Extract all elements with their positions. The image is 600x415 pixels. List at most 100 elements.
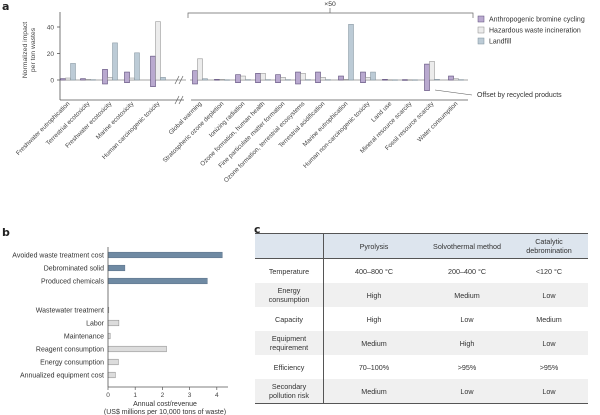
bar-bromine-cycling (402, 79, 408, 81)
bar-hazardous-incineration (260, 73, 266, 81)
table-cell: Medium (323, 379, 424, 404)
bar-cost (107, 345, 167, 353)
bar-landfill (134, 52, 140, 81)
bar-bromine-cycling (338, 75, 344, 81)
bar-landfill (202, 78, 208, 81)
table-cell: Low (424, 379, 510, 404)
row-header-cell: Equipment requirement (255, 331, 324, 355)
axis-break-mark (174, 75, 180, 85)
table-cell: High (366, 314, 382, 324)
x-tick-label: 0 (106, 392, 110, 399)
bar-bromine-cycling (382, 79, 388, 81)
bar-hazardous-incineration (387, 79, 393, 81)
table-cell: Low (510, 379, 588, 404)
row-header-cell: Energy consumption (255, 283, 324, 307)
row-header-cell: Temperature (255, 258, 324, 283)
bar-hazardous-incineration (155, 21, 161, 81)
bar-landfill (285, 79, 291, 81)
bar-landfill (112, 42, 118, 81)
bar-cost (107, 371, 116, 379)
y-axis-label-line: per ton wastes (30, 27, 37, 72)
table-cell: 70–100% (358, 362, 390, 372)
bar-bromine-cycling (255, 73, 261, 83)
bar-landfill (458, 79, 464, 81)
x-tick-label: 4 (215, 392, 219, 399)
bar-hazardous-incineration (429, 61, 435, 81)
table-row: Capacity High Low Medium (255, 307, 588, 331)
x-axis-label-units: (US$ millions per 10,000 tons of waste) (104, 409, 226, 415)
bar-hazardous-incineration (320, 77, 326, 81)
scale-annotation: ×50 (324, 1, 336, 8)
table-cell: High (323, 283, 424, 307)
bar-landfill (370, 71, 376, 81)
bar-landfill (434, 79, 440, 81)
x-tick-label: 2 (161, 392, 165, 399)
header-cell-pyrolysis: Pyrolysis (323, 233, 424, 259)
category-label: Labor (86, 320, 105, 327)
bar-landfill (412, 79, 418, 81)
legend-swatch (477, 15, 485, 23)
panel-label-a: a (2, 0, 10, 13)
row-header-cell: Secondary pollution risk (255, 379, 324, 404)
bar-landfill (160, 77, 166, 81)
table-cell: Low (510, 283, 588, 307)
bar-landfill (392, 79, 398, 81)
table-cell: 200–400 °C (447, 266, 487, 276)
table-row: Temperature 400–800 °C 200–400 °C <120 °C (255, 258, 588, 283)
legend-label: Hazardous waste incineration (489, 28, 581, 35)
legend-label: Anthropogenic bromine cycling (489, 17, 585, 24)
axis-break-mark (178, 75, 184, 85)
bar-landfill (90, 79, 96, 81)
x-tick-label: 3 (188, 392, 192, 399)
bar-cost (107, 319, 120, 327)
y-tick-label: 20 (47, 51, 55, 58)
table-cell: Low (460, 314, 474, 324)
bar-hazardous-incineration (107, 77, 113, 81)
header-cell-solvothermal: Solvothermal method (424, 233, 510, 259)
bar-revenue (107, 264, 126, 272)
bar-landfill (305, 79, 311, 81)
table-header-row: Pyrolysis Solvothermal method Catalytic … (255, 233, 588, 259)
category-label: Wastewater treatment (36, 307, 104, 314)
category-label: Reagent consumption (36, 346, 104, 353)
bar-bromine-cycling (80, 78, 86, 81)
bar-bromine-cycling (214, 79, 220, 81)
bar-landfill (224, 79, 230, 81)
bars (60, 21, 468, 105)
table-cell: Low (510, 331, 588, 355)
offset-annotation: Offset by recycled products (477, 92, 562, 99)
bar-revenue (107, 251, 223, 259)
y-tick-label: 0 (50, 78, 54, 85)
x-tick-label: 1 (133, 392, 137, 399)
y-axis-label-line: Normalized impact (22, 22, 29, 78)
category-label: Debrominated solid (44, 265, 104, 272)
table-cell: High (424, 331, 510, 355)
bar-bromine-cycling (315, 71, 321, 83)
bar-hazardous-incineration (365, 77, 371, 81)
bar-landfill (245, 79, 251, 81)
bar-revenue (107, 277, 208, 285)
category-label: Annualized equipment cost (20, 372, 104, 379)
bar-bromine-cycling (150, 55, 156, 87)
bar-hazardous-incineration (85, 79, 91, 81)
bar-landfill (325, 79, 331, 81)
y-axis: 0 20 40 Normalized impactper ton wastes (22, 12, 61, 100)
bar-hazardous-incineration (280, 77, 286, 81)
bar-bromine-cycling (448, 75, 454, 81)
bar-hazardous-incineration (65, 77, 71, 81)
bar-landfill (70, 63, 76, 81)
bar-hazardous-incineration (300, 73, 306, 81)
table-row: Secondary pollution risk Medium Low Low (255, 379, 588, 404)
bar-bromine-cycling (360, 71, 366, 83)
y-tick-label: 40 (47, 25, 55, 32)
method-comparison-table: Pyrolysis Solvothermal method Catalytic … (255, 233, 588, 404)
bar-hazardous-incineration (240, 75, 246, 81)
panel-label-c: c (254, 223, 261, 236)
offset-pointer-line (434, 89, 473, 96)
legend-swatch (477, 26, 485, 34)
table-row: Energy consumption High Medium Low (255, 283, 588, 307)
x-axis-label: Annual cost/revenue (133, 401, 197, 408)
bars: Avoided waste treatment cost Debrominated… (12, 251, 223, 379)
axis-break-mark (178, 95, 184, 105)
